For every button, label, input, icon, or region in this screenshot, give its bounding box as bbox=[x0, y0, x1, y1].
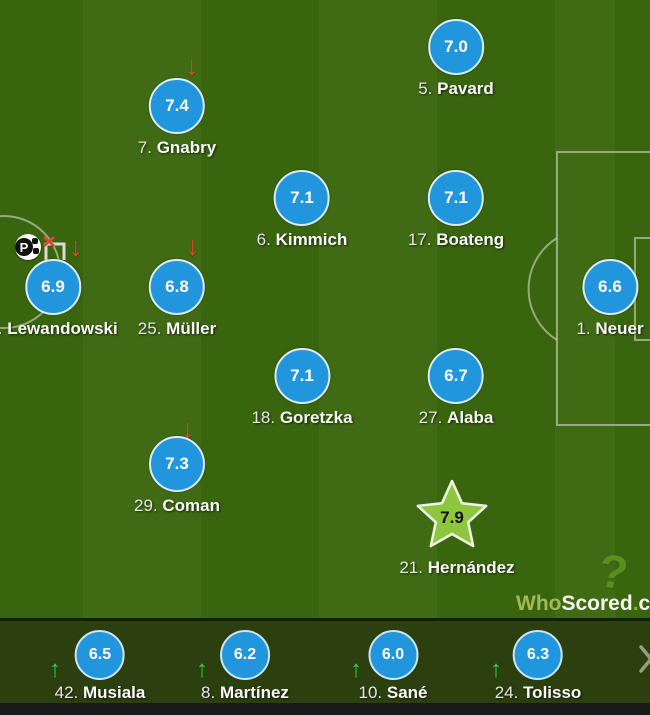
player-label: 18. Goretzka bbox=[251, 408, 353, 427]
player-label: 27. Alaba bbox=[418, 408, 494, 427]
player-kimmich[interactable]: 7.1 6. Kimmich bbox=[256, 170, 348, 250]
rating-badge: 7.0 bbox=[428, 19, 484, 75]
rating-value: 6.6 bbox=[598, 277, 622, 296]
player-lewandowski[interactable]: 6.9 9. Lewandowski bbox=[0, 259, 118, 339]
rating-value: 6.3 bbox=[526, 646, 550, 663]
bottom-divider bbox=[0, 703, 650, 715]
player-boateng[interactable]: 7.1 17. Boateng bbox=[408, 170, 504, 250]
player-label[interactable]: 21. Hernández bbox=[399, 558, 515, 577]
player-label: 8. Martínez bbox=[201, 683, 289, 702]
rating-value: 6.9 bbox=[41, 277, 65, 296]
rating-badge: 6.6 bbox=[581, 259, 638, 315]
man-of-match-star-icon[interactable] bbox=[412, 477, 492, 557]
penalty-arc bbox=[527, 237, 558, 341]
player-alaba[interactable]: 6.7 27. Alaba bbox=[418, 348, 494, 428]
rating-badge: 7.3 bbox=[149, 436, 205, 492]
sub-player-sane[interactable]: 6.0 10. Sané bbox=[358, 630, 428, 702]
player-goretzka[interactable]: 7.1 18. Goretzka bbox=[251, 348, 353, 428]
rating-badge: 7.4 bbox=[148, 78, 205, 134]
player-label: 6. Kimmich bbox=[256, 230, 348, 249]
rating-value: 7.4 bbox=[165, 96, 189, 115]
up-arrow-icon: ↑ bbox=[350, 656, 362, 683]
player-label: 10. Sané bbox=[358, 683, 428, 702]
player-muller[interactable]: 6.8 25. Müller bbox=[138, 259, 216, 339]
down-arrow-icon: ↓ bbox=[186, 231, 200, 261]
player-label: 9. Lewandowski bbox=[0, 319, 118, 338]
player-label: 42. Musiala bbox=[54, 683, 146, 702]
up-arrow-icon: ↑ bbox=[490, 656, 502, 683]
down-arrow-icon: ↓ bbox=[69, 232, 83, 262]
down-arrow-icon: ↓ bbox=[185, 51, 199, 81]
rating-badge: 6.5 bbox=[74, 630, 125, 680]
rating-badge: 6.8 bbox=[149, 259, 205, 315]
penalty-box bbox=[556, 151, 650, 426]
player-label: 25. Müller bbox=[137, 319, 217, 338]
player-neuer[interactable]: 6.6 1. Neuer bbox=[576, 259, 644, 339]
sub-player-musiala[interactable]: 6.5 42. Musiala bbox=[54, 630, 146, 702]
lewandowski-match-events: P ↓ bbox=[15, 234, 83, 262]
rating-badge: 6.0 bbox=[367, 630, 418, 680]
sub-player-tolisso[interactable]: 6.3 24. Tolisso bbox=[494, 630, 582, 702]
missed-penalty-icon bbox=[43, 236, 67, 262]
rating-badge: 6.2 bbox=[219, 630, 270, 680]
rating-value: 7.9 bbox=[440, 508, 464, 527]
penalty-letter: P bbox=[15, 238, 33, 256]
player-label: 17. Boateng bbox=[407, 230, 505, 249]
player-label: 29. Coman bbox=[134, 496, 220, 515]
rating-badge: 6.7 bbox=[427, 348, 484, 404]
player-coman[interactable]: 7.3 29. Coman bbox=[134, 436, 220, 516]
player-gnabry[interactable]: 7.4 7. Gnabry bbox=[138, 78, 216, 158]
rating-badge: 6.3 bbox=[513, 630, 563, 680]
rating-value: 7.0 bbox=[444, 37, 468, 56]
rating-badge: 6.9 bbox=[24, 259, 81, 315]
player-label: 5. Pavard bbox=[418, 79, 494, 98]
rating-value: 6.5 bbox=[88, 646, 112, 663]
rating-badge: 7.1 bbox=[428, 170, 484, 226]
whoscored-logo: WhoScored.com bbox=[516, 592, 650, 615]
player-pavard[interactable]: 7.0 5. Pavard bbox=[418, 19, 494, 99]
sub-player-martinez[interactable]: 6.2 8. Martínez bbox=[201, 630, 289, 702]
player-label: 24. Tolisso bbox=[494, 683, 582, 702]
rating-value: 7.1 bbox=[290, 188, 314, 207]
rating-value: 6.2 bbox=[233, 646, 257, 663]
rating-value: 6.8 bbox=[165, 277, 189, 296]
rating-value: 7.3 bbox=[165, 454, 189, 473]
player-label: 1. Neuer bbox=[576, 319, 644, 338]
ratings-pitch: 7.0 5. Pavard ↓ 7.4 7. Gnabry 7.1 6. Kim… bbox=[0, 0, 650, 618]
player-label: 7. Gnabry bbox=[137, 138, 217, 157]
rating-badge: 7.1 bbox=[274, 348, 330, 404]
substitutes-bar: ↑ 6.5 42. Musiala ↑ 6.2 8. Martínez ↑ 6.… bbox=[0, 618, 650, 703]
rating-value: 6.7 bbox=[444, 366, 468, 385]
rating-value: 7.1 bbox=[290, 366, 314, 385]
next-chevron-icon[interactable] bbox=[638, 643, 650, 675]
up-arrow-icon: ↑ bbox=[49, 656, 61, 683]
down-arrow-icon: ↓ bbox=[181, 414, 195, 444]
rating-badge: 7.1 bbox=[274, 170, 330, 226]
rating-value: 7.1 bbox=[444, 188, 468, 207]
up-arrow-icon: ↑ bbox=[196, 656, 208, 683]
penalty-goal-icon: P bbox=[15, 234, 41, 260]
rating-value: 6.0 bbox=[381, 646, 405, 663]
